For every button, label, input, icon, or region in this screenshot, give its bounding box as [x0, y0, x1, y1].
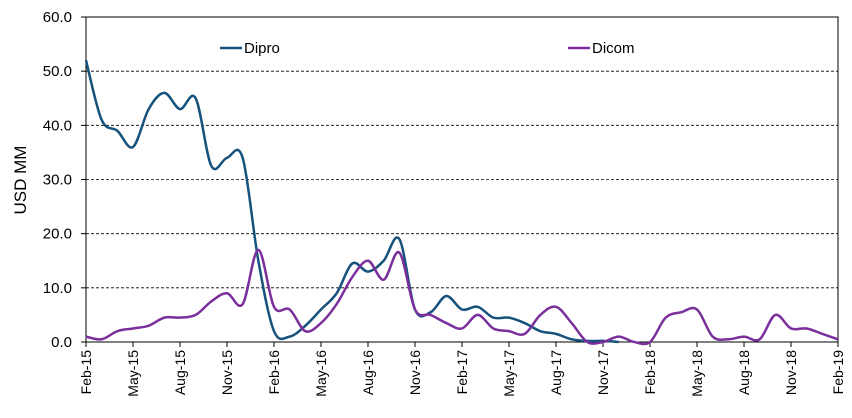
- x-tick-label: May-18: [689, 350, 705, 397]
- x-tick-label: Feb-15: [78, 350, 94, 395]
- x-tick-label: Feb-16: [266, 350, 282, 395]
- x-tick-label: Aug-18: [736, 350, 752, 395]
- x-tick-label: Aug-17: [548, 350, 564, 395]
- x-tick-label: Feb-17: [454, 350, 470, 395]
- y-tick-label: 0.0: [51, 334, 72, 351]
- x-tick-label: Nov-18: [783, 350, 799, 395]
- x-tick-label: May-16: [313, 350, 329, 397]
- legend-label: Dicom: [592, 40, 635, 57]
- y-tick-label: 60.0: [43, 9, 72, 26]
- x-tick-label: Feb-19: [830, 350, 846, 395]
- x-tick-label: May-15: [125, 350, 141, 397]
- x-tick-label: Nov-15: [219, 350, 235, 395]
- x-tick-label: Aug-16: [360, 350, 376, 395]
- y-tick-label: 50.0: [43, 63, 72, 80]
- data-line: [85, 248, 839, 346]
- y-tick-label: 20.0: [43, 226, 72, 243]
- x-tick-label: May-17: [501, 350, 517, 397]
- data-line: [84, 60, 619, 344]
- x-tick-label: Nov-17: [595, 350, 611, 395]
- y-tick-label: 30.0: [43, 172, 72, 189]
- y-tick-label: 10.0: [43, 280, 72, 297]
- legend-label: Dipro: [244, 40, 280, 57]
- x-tick-label: Feb-18: [642, 350, 658, 395]
- x-tick-label: Nov-16: [407, 350, 423, 395]
- y-axis-label: USD MM: [11, 146, 30, 215]
- y-tick-label: 40.0: [43, 117, 72, 134]
- x-tick-label: Aug-15: [172, 350, 188, 395]
